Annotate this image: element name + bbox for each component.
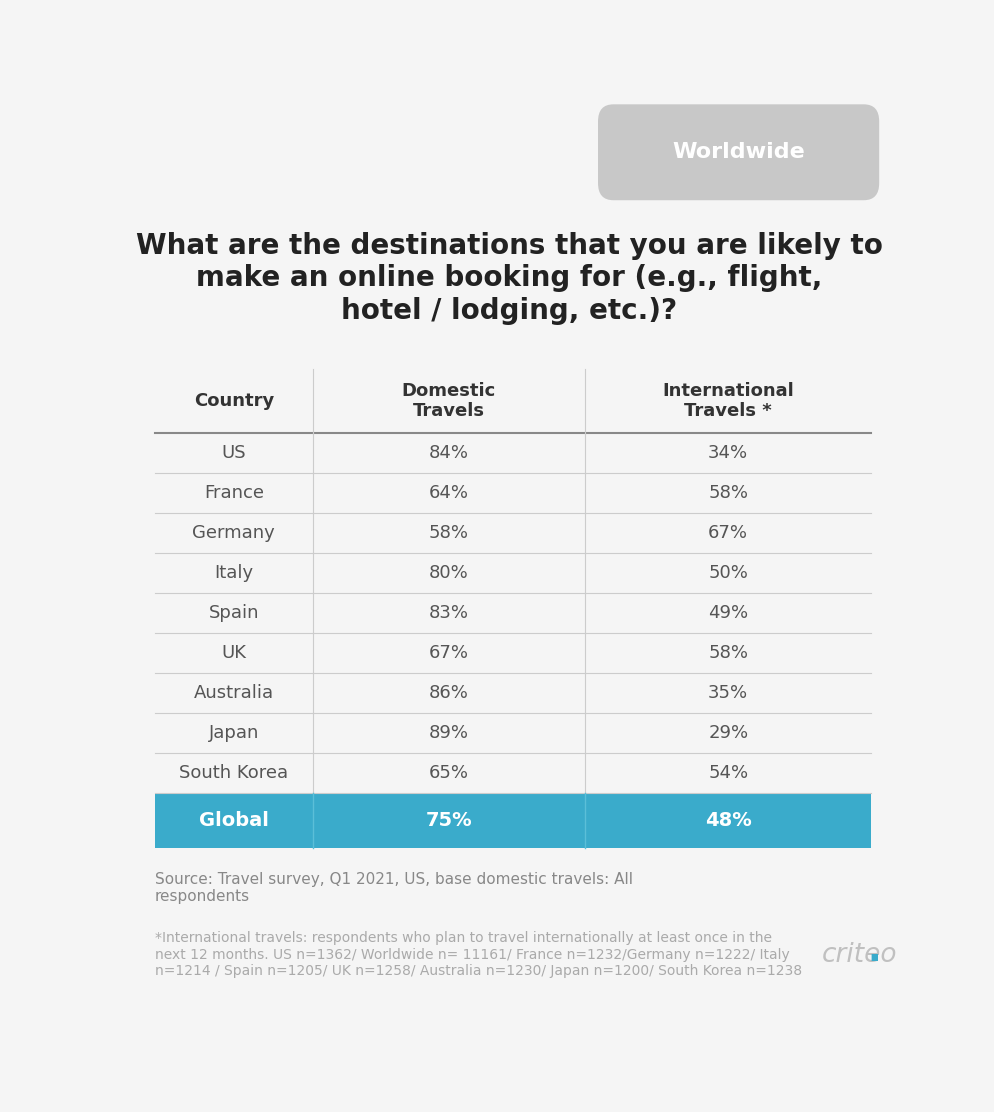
Text: 48%: 48% bbox=[705, 811, 751, 830]
Text: Source: Travel survey, Q1 2021, US, base domestic travels: All
respondents: Source: Travel survey, Q1 2021, US, base… bbox=[155, 872, 633, 904]
Text: Italy: Italy bbox=[215, 564, 253, 582]
Text: South Korea: South Korea bbox=[179, 764, 288, 782]
Text: 54%: 54% bbox=[708, 764, 748, 782]
Bar bbox=[155, 793, 872, 848]
Text: criteo: criteo bbox=[821, 942, 897, 969]
Text: Japan: Japan bbox=[209, 724, 259, 742]
Text: 58%: 58% bbox=[428, 524, 469, 542]
Text: 65%: 65% bbox=[428, 764, 469, 782]
Text: Global: Global bbox=[199, 811, 268, 830]
Text: 49%: 49% bbox=[708, 604, 748, 622]
Text: 34%: 34% bbox=[708, 444, 748, 463]
Text: UK: UK bbox=[222, 644, 247, 662]
Text: 83%: 83% bbox=[428, 604, 469, 622]
Text: 80%: 80% bbox=[429, 564, 469, 582]
FancyBboxPatch shape bbox=[598, 105, 880, 200]
Text: Country: Country bbox=[194, 393, 274, 410]
Text: What are the destinations that you are likely to
make an online booking for (e.g: What are the destinations that you are l… bbox=[136, 232, 883, 325]
Text: Domestic
Travels: Domestic Travels bbox=[402, 381, 496, 420]
Text: 35%: 35% bbox=[708, 684, 748, 702]
Text: 64%: 64% bbox=[428, 484, 469, 502]
Text: 58%: 58% bbox=[708, 484, 748, 502]
Text: 84%: 84% bbox=[428, 444, 469, 463]
Text: *International travels: respondents who plan to travel internationally at least : *International travels: respondents who … bbox=[155, 932, 802, 977]
Text: .: . bbox=[868, 934, 882, 969]
Text: International
Travels *: International Travels * bbox=[662, 381, 794, 420]
Text: Worldwide: Worldwide bbox=[672, 142, 805, 162]
Text: Germany: Germany bbox=[193, 524, 275, 542]
Text: France: France bbox=[204, 484, 263, 502]
Text: Australia: Australia bbox=[194, 684, 274, 702]
Text: 58%: 58% bbox=[708, 644, 748, 662]
Text: Spain: Spain bbox=[209, 604, 259, 622]
Text: US: US bbox=[222, 444, 247, 463]
Text: 67%: 67% bbox=[708, 524, 748, 542]
Text: 89%: 89% bbox=[428, 724, 469, 742]
Text: 50%: 50% bbox=[709, 564, 748, 582]
Text: 75%: 75% bbox=[425, 811, 472, 830]
Text: 86%: 86% bbox=[428, 684, 469, 702]
Text: 67%: 67% bbox=[428, 644, 469, 662]
Text: 29%: 29% bbox=[708, 724, 748, 742]
